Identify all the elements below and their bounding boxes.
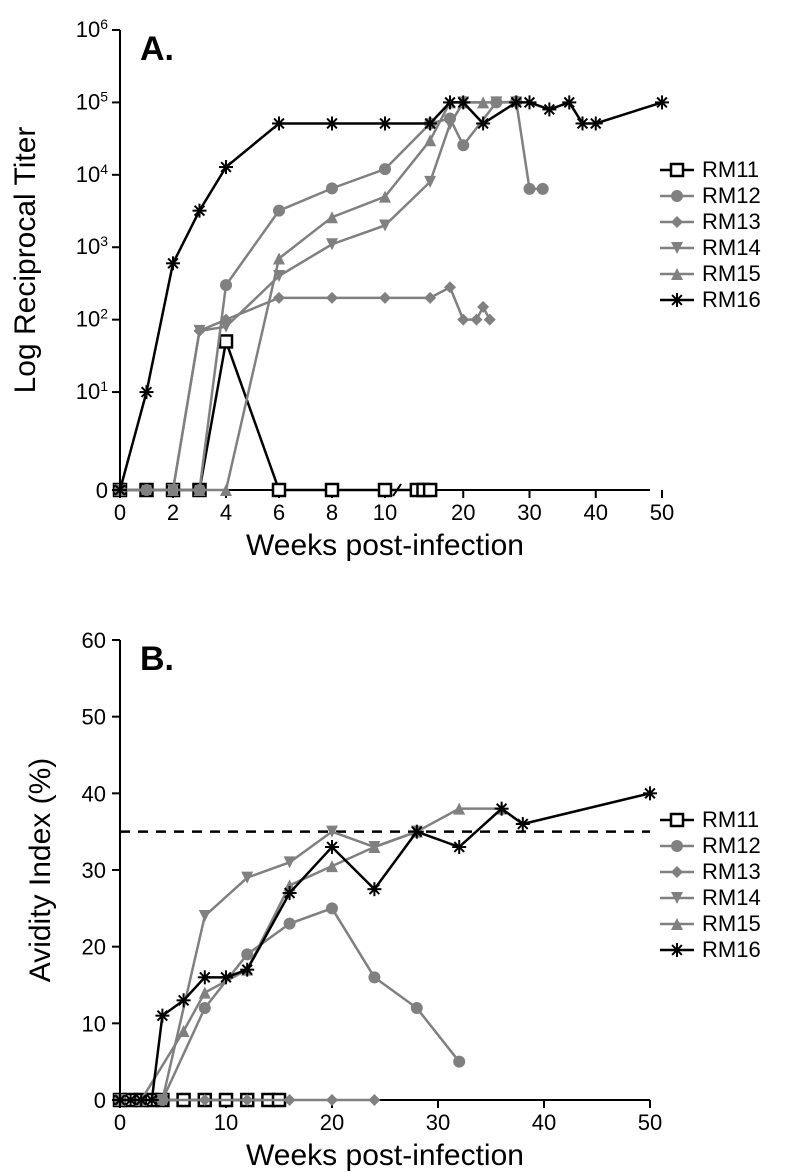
svg-text:102: 102 (76, 306, 108, 332)
svg-text:8: 8 (326, 500, 338, 525)
svg-text:50: 50 (82, 705, 106, 730)
svg-text:103: 103 (76, 233, 108, 259)
svg-text:0: 0 (114, 500, 126, 525)
svg-text:10: 10 (214, 1110, 238, 1135)
legend-item-RM11: RM11 (702, 807, 759, 832)
svg-text:0: 0 (114, 1110, 126, 1135)
series-RM16 (120, 102, 662, 490)
svg-text:30: 30 (82, 858, 106, 883)
svg-text:104: 104 (76, 161, 108, 187)
series-RM14 (120, 102, 516, 490)
svg-text:101: 101 (76, 378, 108, 404)
legend-item-RM14: RM14 (702, 235, 761, 260)
legend-item-RM11: RM11 (702, 157, 759, 182)
series-RM13 (120, 287, 490, 490)
svg-text:50: 50 (650, 500, 674, 525)
legend-item-RM16: RM16 (702, 287, 761, 312)
series-RM12 (120, 908, 459, 1100)
x-axis-title-b: Weeks post-infection (246, 1139, 524, 1172)
svg-text:30: 30 (426, 1110, 450, 1135)
svg-text:0: 0 (94, 1088, 106, 1113)
legend-item-RM12: RM12 (702, 183, 761, 208)
svg-text:4: 4 (220, 500, 232, 525)
svg-text:20: 20 (451, 500, 475, 525)
panel-a: 0 2 4 6 8 10 20 30 40 50 Weeks post-infection 0 101 1… (0, 0, 800, 600)
svg-text:0: 0 (96, 478, 108, 503)
series-RM15 (120, 809, 502, 1100)
panel-label-b: B. (140, 640, 174, 678)
series-RM16 (120, 793, 650, 1100)
legend-item-RM13: RM13 (702, 209, 761, 234)
svg-text:60: 60 (82, 628, 106, 653)
svg-text:40: 40 (584, 500, 608, 525)
legend-item-RM16: RM16 (702, 937, 761, 962)
legend-item-RM15: RM15 (702, 911, 761, 936)
panel-b: 0 10 20 30 40 50 Weeks post-infection 0 10 20 30 40… (0, 600, 800, 1172)
svg-text:40: 40 (532, 1110, 556, 1135)
svg-text:40: 40 (82, 781, 106, 806)
svg-text:10: 10 (373, 500, 397, 525)
figure: 024681020304050Weeks post-infection01011… (0, 0, 800, 1172)
x-axis-title-a: Weeks post-infection (246, 529, 524, 562)
y-axis-title-b: Avidity Index (%) (24, 758, 57, 983)
y-axis-title-a: Log Reciprocal Titer (9, 127, 42, 394)
legend-item-RM12: RM12 (702, 833, 761, 858)
svg-text:20: 20 (320, 1110, 344, 1135)
svg-text:20: 20 (82, 935, 106, 960)
svg-text:2: 2 (167, 500, 179, 525)
svg-text:30: 30 (517, 500, 541, 525)
svg-text:6: 6 (273, 500, 285, 525)
series-RM11 (120, 341, 430, 490)
svg-text:10: 10 (82, 1011, 106, 1036)
svg-text:50: 50 (638, 1110, 662, 1135)
legend-item-RM15: RM15 (702, 261, 761, 286)
panel-label-a: A. (140, 30, 174, 68)
legend-item-RM13: RM13 (702, 859, 761, 884)
legend-item-RM14: RM14 (702, 885, 761, 910)
svg-text:106: 106 (76, 16, 108, 42)
svg-text:105: 105 (76, 88, 108, 114)
